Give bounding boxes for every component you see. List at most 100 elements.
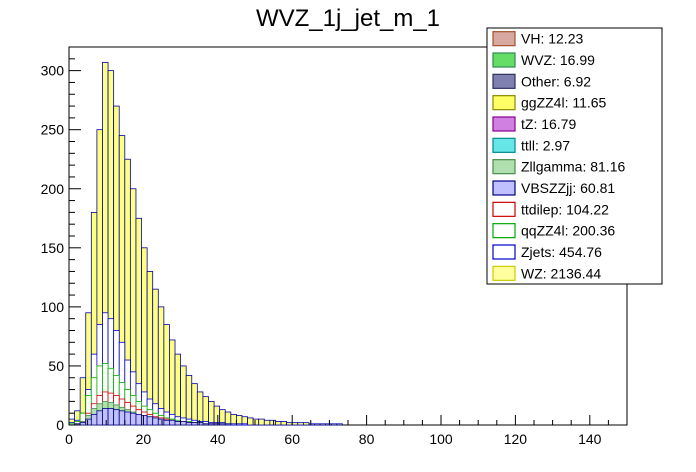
legend-label: ggZZ4l: 11.65 — [521, 95, 607, 111]
bar — [196, 391, 204, 426]
bar — [129, 412, 137, 426]
bar — [185, 422, 193, 426]
y-tick-label: 250 — [41, 122, 65, 138]
x-tick-label: 100 — [429, 431, 453, 447]
bar — [135, 413, 142, 426]
legend-swatch — [492, 159, 516, 175]
bar — [124, 411, 131, 426]
bar — [157, 306, 165, 426]
bar — [107, 408, 115, 426]
y-tick-label: 100 — [41, 299, 65, 315]
x-tick-label: 40 — [210, 431, 226, 447]
legend-label: VH: 12.23 — [521, 31, 583, 47]
bar — [325, 423, 332, 426]
legend-label: ttll: 2.97 — [521, 137, 570, 153]
bar — [163, 324, 170, 426]
x-tick-label: 120 — [504, 431, 528, 447]
legend-label: ttdilep: 104.22 — [521, 201, 609, 217]
x-tick-label: 140 — [578, 431, 602, 447]
bar — [96, 410, 103, 426]
bar — [169, 339, 176, 426]
bar — [180, 421, 187, 426]
bar — [174, 421, 182, 426]
legend-swatch — [492, 265, 516, 281]
bar — [213, 405, 221, 426]
bar — [252, 418, 260, 426]
bar — [196, 422, 204, 426]
bar — [191, 422, 198, 426]
bar — [185, 374, 193, 426]
bar — [146, 416, 154, 426]
bar — [157, 418, 165, 426]
legend-label: Other: 6.92 — [521, 73, 591, 89]
legend-label: Zllgamma: 81.16 — [521, 159, 625, 175]
bar — [141, 415, 148, 426]
bar — [180, 365, 187, 426]
y-tick-label: 0 — [56, 417, 64, 433]
y-tick-label: 200 — [41, 181, 65, 197]
legend: VH: 12.23 WVZ: 16.99 Other: 6.92 ggZZ4l: 11… — [486, 27, 663, 285]
bar — [314, 423, 321, 426]
legend-swatch — [492, 31, 516, 47]
bar — [208, 423, 215, 426]
bar — [224, 411, 232, 426]
bar — [230, 413, 237, 426]
bar — [258, 418, 265, 426]
legend-label: tZ: 16.79 — [521, 116, 576, 132]
bar — [85, 418, 92, 426]
legend-label: WZ: 2136.44 — [521, 265, 601, 281]
bar — [263, 419, 271, 426]
bar — [247, 417, 254, 426]
bar — [280, 421, 288, 426]
legend-swatch — [492, 244, 516, 260]
legend-swatch — [492, 116, 516, 132]
bar — [208, 400, 215, 426]
y-tick-label: 150 — [41, 240, 65, 256]
bar — [336, 423, 343, 426]
bar — [202, 423, 209, 426]
bar — [286, 422, 293, 426]
legend-swatch — [492, 137, 516, 153]
chart-title: WVZ_1j_jet_m_1 — [256, 5, 440, 32]
bar — [213, 423, 221, 426]
axes: 0 20 40 60 80 100 120 140 0 50 100 150 200 250 300 — [41, 46, 628, 447]
legend-swatch — [492, 201, 516, 217]
series-5 — [74, 408, 232, 426]
y-tick-label: 300 — [41, 63, 65, 79]
bar — [169, 419, 176, 426]
bar — [224, 423, 232, 426]
bar — [102, 408, 109, 426]
y-tick-label: 50 — [48, 358, 64, 374]
bar — [90, 413, 98, 426]
bar — [202, 396, 209, 426]
histogram-bars — [68, 61, 343, 426]
bar — [191, 383, 198, 426]
legend-label: VBSZZjj: 60.81 — [521, 180, 615, 196]
bar — [302, 422, 310, 426]
bar — [275, 421, 282, 426]
x-tick-label: 0 — [65, 431, 73, 447]
bar — [230, 423, 237, 426]
legend-swatch — [492, 223, 516, 239]
bar — [235, 423, 243, 426]
x-tick-label: 60 — [284, 431, 300, 447]
legend-box — [486, 27, 663, 285]
bar — [241, 423, 248, 426]
bar — [174, 353, 182, 426]
legend-label: WVZ: 16.99 — [521, 52, 595, 68]
bar — [319, 423, 327, 426]
bar — [152, 417, 159, 426]
bar — [113, 409, 120, 426]
legend-swatch — [492, 73, 516, 89]
bar — [330, 423, 338, 426]
bar — [297, 422, 304, 426]
legend-label: qqZZ4l: 200.36 — [521, 223, 615, 239]
bar — [269, 419, 276, 426]
bar — [291, 422, 299, 426]
legend-swatch — [492, 95, 516, 111]
bar — [118, 410, 126, 426]
x-tick-label: 80 — [359, 431, 375, 447]
x-tick-label: 20 — [136, 431, 152, 447]
bar — [308, 423, 315, 426]
legend-swatch — [492, 180, 516, 196]
